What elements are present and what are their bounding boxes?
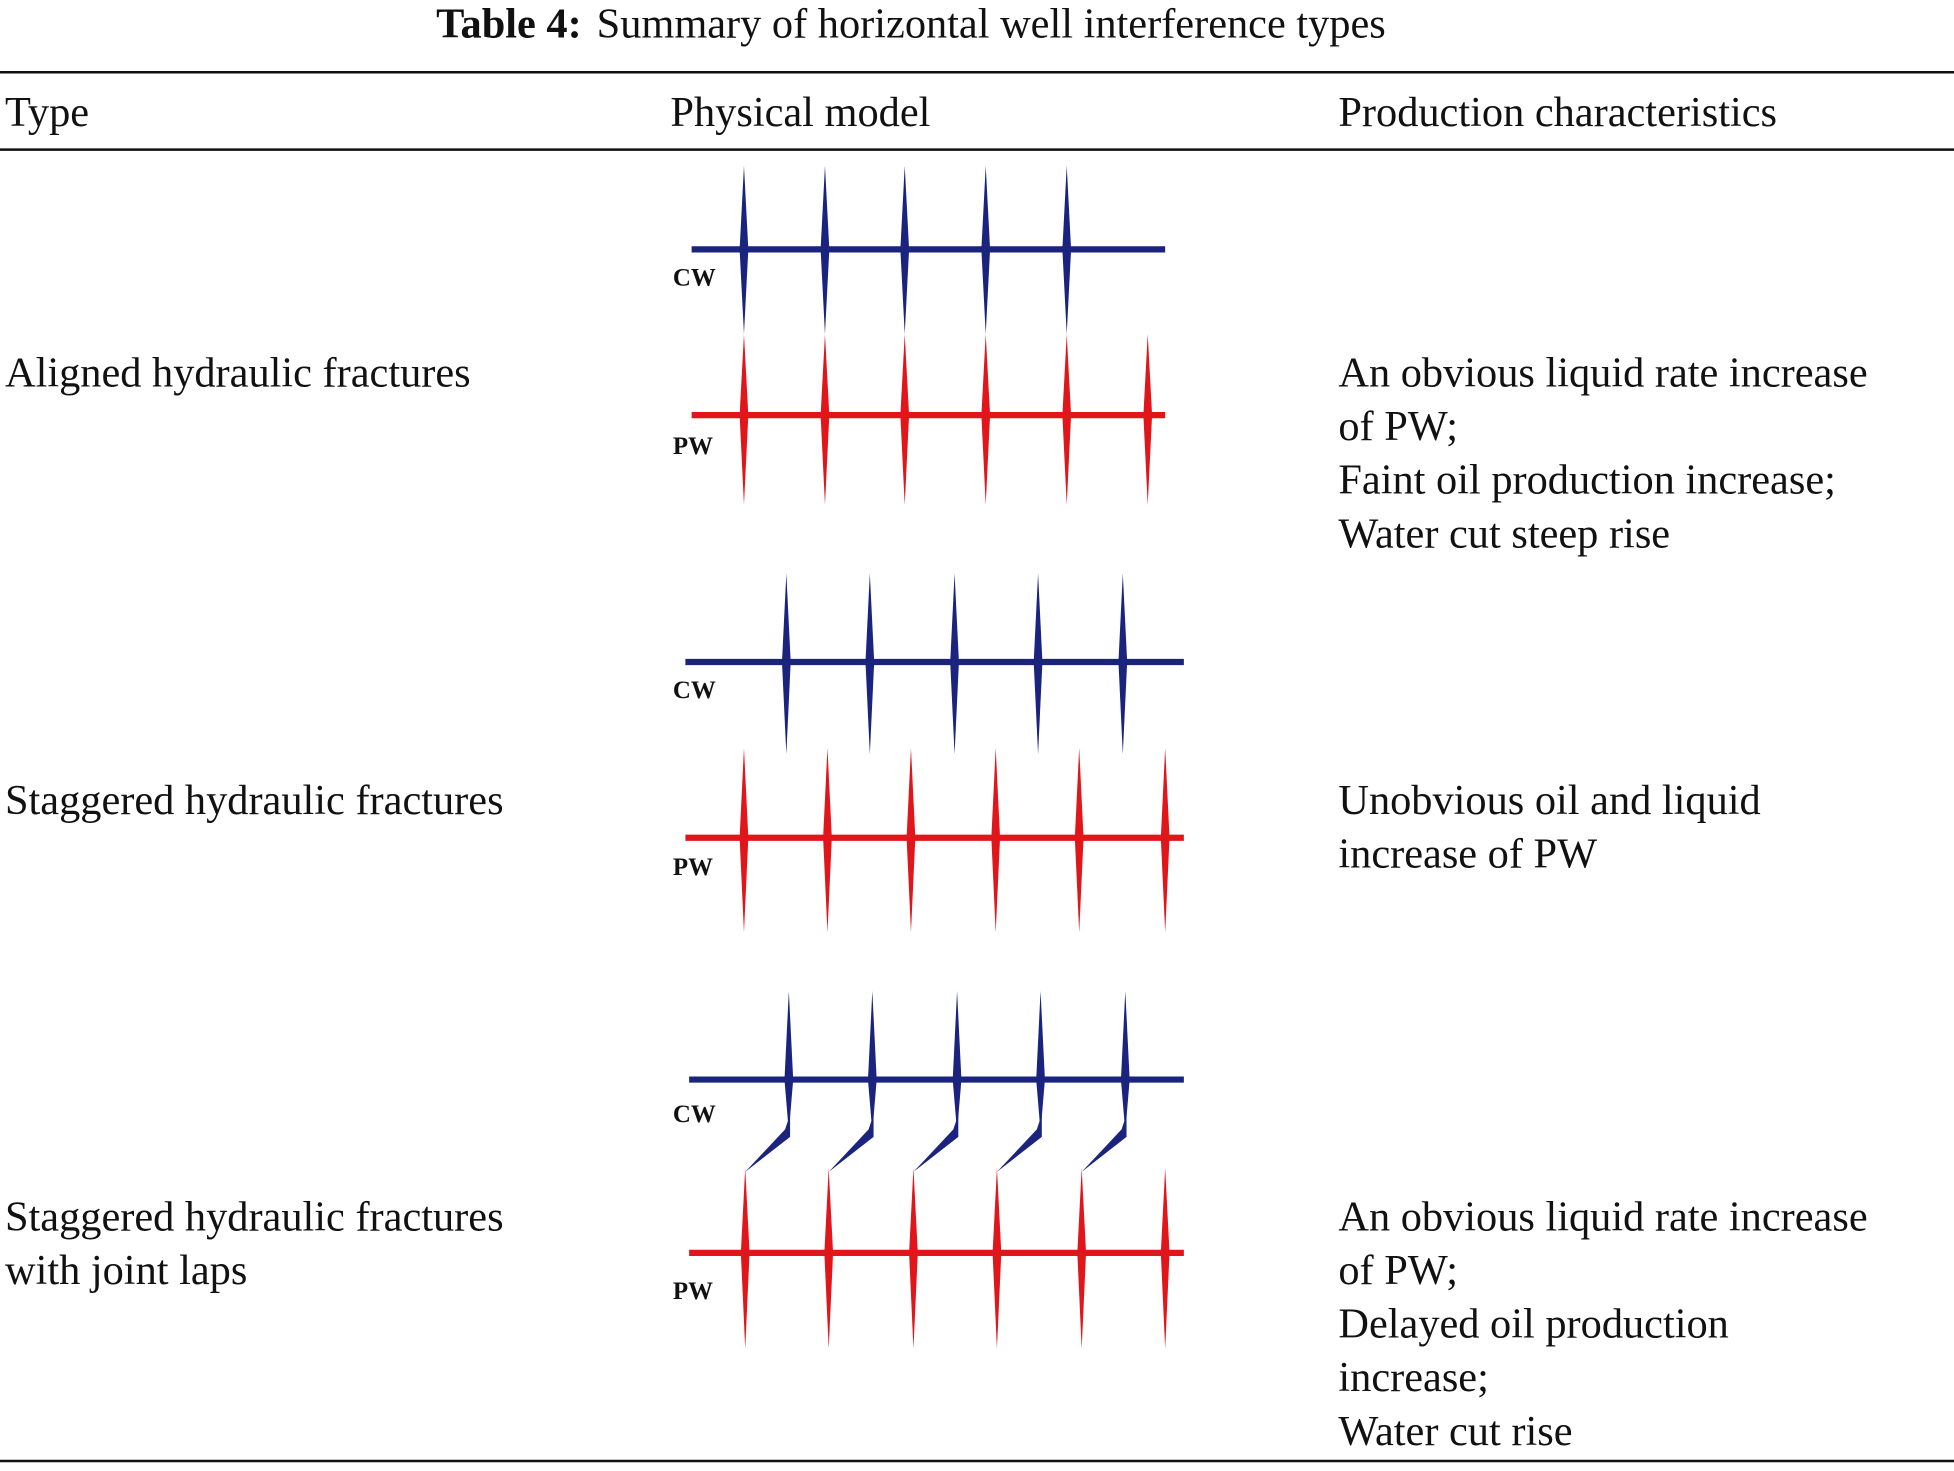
fracture [823, 747, 832, 933]
type-cell: with joint laps [5, 1247, 247, 1294]
well-label: PW [673, 1278, 713, 1305]
fracture [900, 165, 910, 335]
fracture [1143, 334, 1153, 505]
characteristics-line: of PW; [1338, 403, 1458, 450]
fracture [952, 991, 962, 1132]
fracture [739, 747, 749, 933]
characteristics-line: An obvious liquid rate increase [1338, 1193, 1867, 1240]
well-label: CW [673, 264, 716, 291]
fracture [824, 1168, 834, 1349]
header-cell: Production characteristics [1338, 89, 1777, 136]
fracture [991, 747, 1001, 933]
header-cell: Type [5, 89, 89, 136]
fracture [1033, 573, 1043, 755]
fracture [865, 573, 875, 755]
fracture [1118, 573, 1128, 755]
fracture [992, 1168, 1002, 1349]
joint-lap [1081, 1114, 1127, 1172]
well-label: CW [673, 677, 716, 704]
caption: Table 4: Summary of horizontal well inter… [436, 0, 1386, 47]
fracture [981, 165, 991, 335]
fracture [1160, 1168, 1170, 1349]
fracture [1120, 991, 1130, 1132]
caption-label: Table 4: [436, 0, 582, 47]
characteristics-line: of PW; [1338, 1247, 1458, 1294]
fracture [1077, 1168, 1087, 1349]
fracture [906, 747, 916, 933]
fracture [867, 991, 877, 1132]
caption-text: Summary of horizontal well interference … [597, 0, 1386, 47]
fracture [950, 573, 959, 755]
fracture [820, 165, 830, 335]
joint-lap [828, 1114, 874, 1172]
fracture [784, 991, 794, 1132]
fracture [739, 334, 749, 505]
fracture [1062, 165, 1072, 335]
characteristics-line: Delayed oil production [1338, 1301, 1728, 1348]
type-cell: Aligned hydraulic fractures [5, 349, 471, 396]
type-cell: Staggered hydraulic fractures [5, 1193, 504, 1240]
fracture [739, 165, 749, 335]
joint-lap [996, 1114, 1042, 1172]
well-label: CW [673, 1101, 716, 1128]
fracture [740, 1168, 750, 1349]
fracture [1036, 991, 1045, 1132]
fracture [900, 334, 910, 505]
joint-lap [745, 1114, 791, 1172]
characteristics-line: An obvious liquid rate increase [1338, 349, 1867, 396]
well-label: PW [673, 433, 713, 460]
fracture [820, 334, 830, 505]
characteristics-line: Water cut steep rise [1338, 510, 1670, 557]
joint-lap [913, 1114, 959, 1172]
characteristics-line: Faint oil production increase; [1338, 457, 1836, 504]
characteristics-line: increase of PW [1338, 831, 1597, 878]
header-cell: Physical model [670, 89, 930, 136]
characteristics-line: increase; [1338, 1354, 1488, 1401]
fracture [1062, 334, 1072, 505]
fracture [1160, 747, 1170, 933]
fracture [981, 334, 991, 505]
type-cell: Staggered hydraulic fractures [5, 777, 504, 824]
fracture [909, 1168, 918, 1349]
characteristics-line: Unobvious oil and liquid [1338, 777, 1760, 824]
fracture [1074, 747, 1084, 933]
well-label: PW [673, 854, 713, 881]
characteristics-line: Water cut rise [1338, 1408, 1572, 1455]
fracture [781, 573, 791, 755]
